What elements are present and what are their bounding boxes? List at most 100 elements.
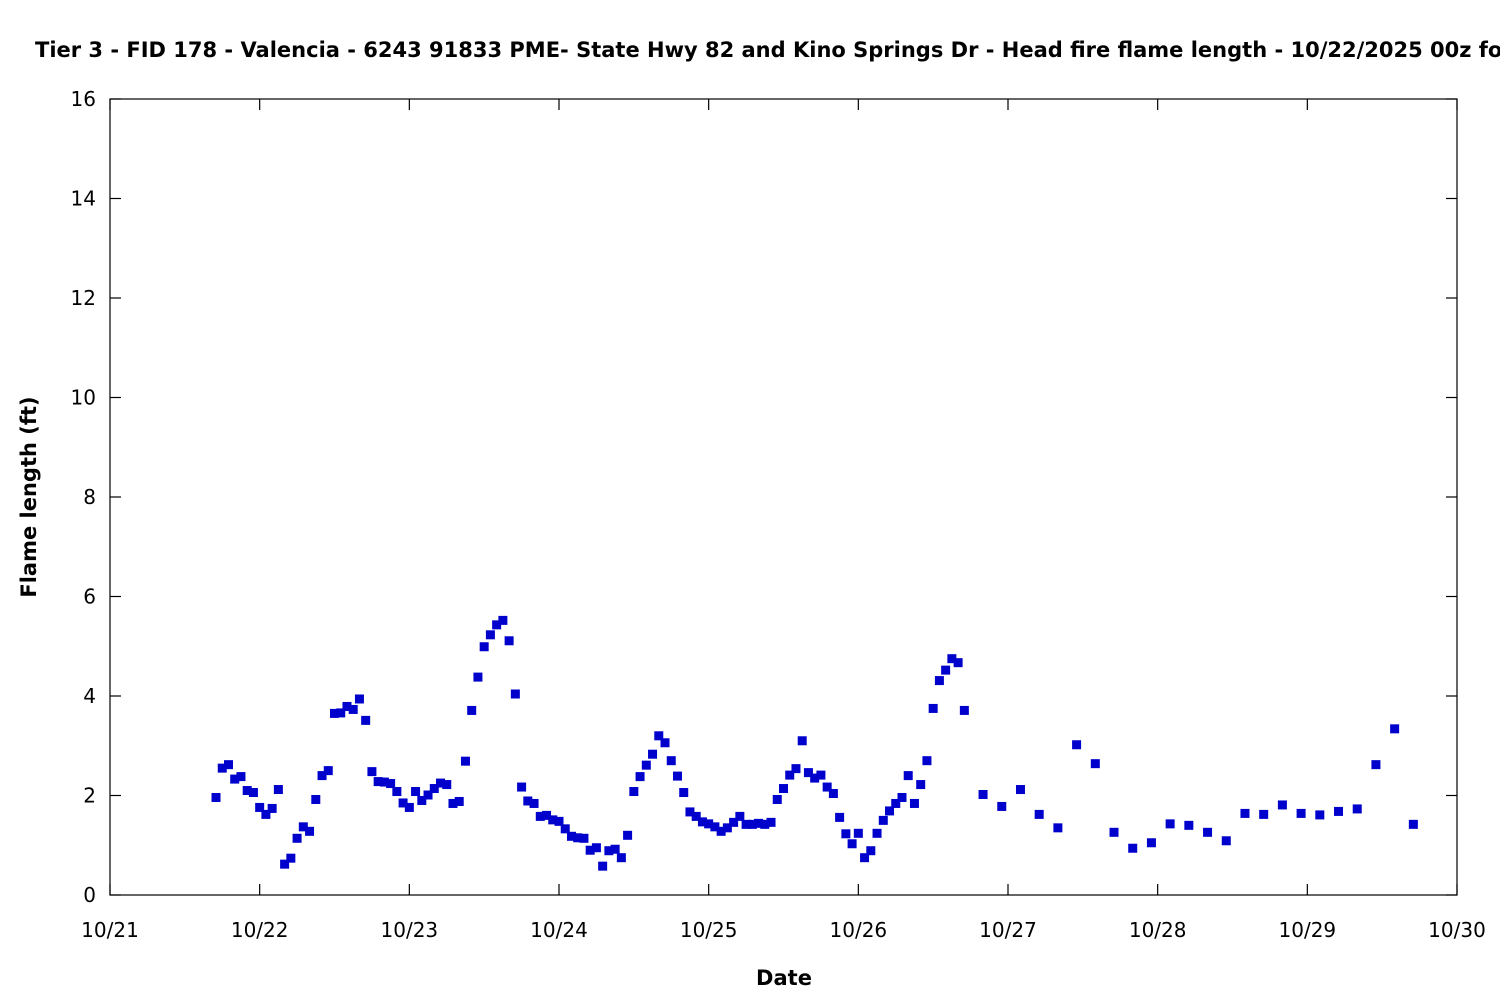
data-point — [860, 853, 870, 863]
data-point — [323, 766, 333, 776]
x-tick-label: 10/23 — [381, 918, 439, 942]
data-point — [672, 771, 682, 781]
y-tick-label: 8 — [83, 485, 96, 509]
data-point — [523, 796, 533, 806]
data-point — [1015, 785, 1025, 795]
data-point — [591, 843, 601, 853]
data-point — [828, 789, 838, 799]
data-point — [685, 807, 695, 817]
data-point — [903, 771, 913, 781]
data-point — [311, 794, 321, 804]
data-point — [648, 749, 658, 759]
data-point — [885, 806, 895, 816]
data-point — [255, 802, 265, 812]
data-point — [604, 846, 614, 856]
x-tick-label: 10/25 — [680, 918, 738, 942]
data-point — [429, 784, 439, 794]
data-point — [230, 774, 240, 784]
data-point — [473, 672, 483, 682]
data-point — [841, 829, 851, 839]
data-point — [810, 773, 820, 783]
data-point — [1259, 809, 1269, 819]
data-point — [498, 615, 508, 625]
data-point — [417, 795, 427, 805]
data-point — [411, 787, 421, 797]
data-point — [248, 788, 258, 798]
data-point — [436, 778, 446, 788]
data-point — [1090, 759, 1100, 769]
data-point — [959, 705, 969, 715]
data-point — [211, 792, 221, 802]
data-point — [866, 846, 876, 856]
data-point — [1334, 806, 1344, 816]
data-point — [660, 738, 670, 748]
x-tick-label: 10/24 — [530, 918, 588, 942]
data-point — [1390, 724, 1400, 734]
data-point — [379, 777, 389, 787]
data-point — [797, 736, 807, 746]
data-point — [573, 833, 583, 843]
data-point — [1184, 820, 1194, 830]
data-point — [853, 828, 863, 838]
data-point — [791, 764, 801, 774]
data-point — [529, 798, 539, 808]
data-point — [1203, 827, 1213, 837]
data-point — [1053, 823, 1063, 833]
data-point — [760, 819, 770, 829]
data-point — [947, 654, 957, 664]
data-point — [835, 812, 845, 822]
data-point — [704, 819, 714, 829]
data-point — [710, 822, 720, 832]
data-point — [928, 703, 938, 713]
data-point — [317, 771, 327, 781]
x-axis: 10/21 10/22 10/23 10/24 10/25 10/26 10/27 10/28… — [81, 99, 1486, 942]
data-point — [978, 790, 988, 800]
x-tick-label: 10/21 — [81, 918, 139, 942]
data-point — [741, 819, 751, 829]
data-point — [779, 784, 788, 794]
data-point — [747, 819, 757, 829]
data-point — [373, 777, 383, 787]
data-point — [585, 845, 595, 855]
data-point — [916, 780, 926, 790]
data-point — [816, 770, 826, 780]
data-point — [785, 770, 795, 780]
data-point — [330, 708, 339, 718]
x-tick-label: 10/29 — [1279, 918, 1337, 942]
data-point — [654, 731, 664, 741]
data-point — [941, 665, 951, 675]
x-tick-label: 10/26 — [830, 918, 888, 942]
data-point — [217, 763, 227, 773]
data-point — [629, 787, 639, 797]
data-point — [342, 701, 352, 711]
data-point — [448, 798, 458, 808]
data-point — [404, 802, 414, 812]
data-point — [1240, 808, 1250, 818]
x-tick-label: 10/28 — [1129, 918, 1187, 942]
data-point — [560, 824, 570, 834]
data-point — [1146, 838, 1156, 848]
data-point — [286, 853, 296, 863]
data-point — [641, 760, 651, 770]
data-point — [1109, 827, 1119, 837]
data-point — [398, 798, 408, 808]
data-point — [305, 826, 315, 836]
data-point — [953, 658, 963, 668]
data-point — [1371, 760, 1381, 770]
data-point — [766, 817, 776, 827]
data-point — [261, 809, 271, 819]
y-tick-label: 4 — [83, 684, 96, 708]
data-point — [822, 782, 832, 792]
data-point — [772, 794, 782, 804]
data-point — [504, 636, 514, 646]
data-point — [348, 704, 358, 714]
data-point — [1315, 810, 1325, 820]
data-point — [579, 833, 589, 843]
data-point — [386, 779, 396, 789]
data-point — [280, 859, 290, 869]
data-point — [242, 786, 252, 796]
data-point — [610, 844, 620, 854]
chart-title: Tier 3 - FID 178 - Valencia - 6243 91833… — [35, 38, 1500, 62]
data-point — [922, 756, 932, 766]
